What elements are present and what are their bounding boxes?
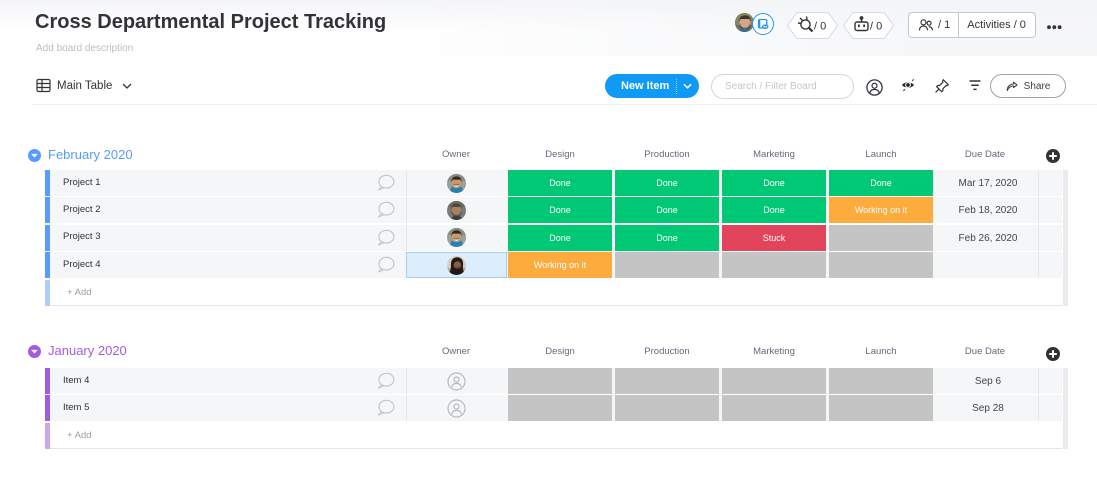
svg-text:/ 0: / 0 [870, 21, 882, 33]
svg-text:/ 0: / 0 [814, 21, 826, 33]
